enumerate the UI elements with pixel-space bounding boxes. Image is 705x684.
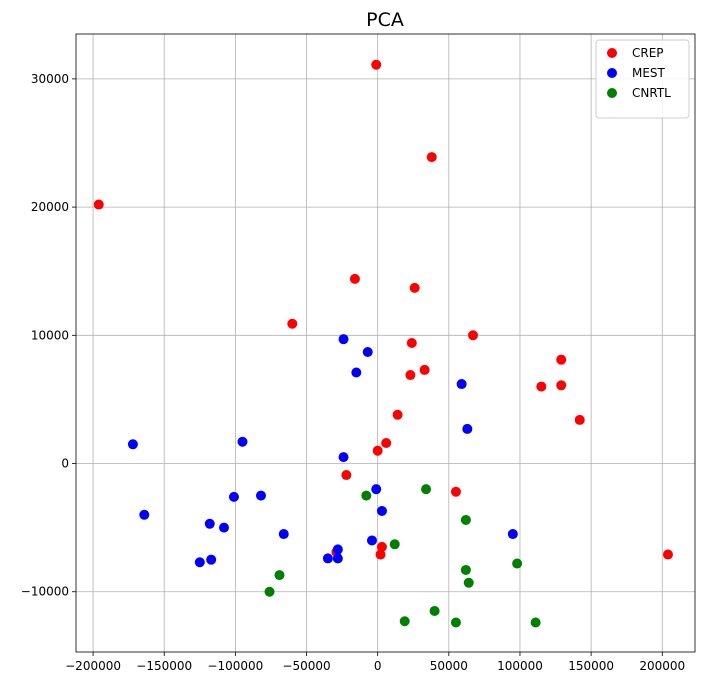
data-point-crep [468, 330, 479, 341]
data-point-crep [409, 282, 420, 293]
data-point-crep [381, 438, 392, 449]
data-point-crep [405, 370, 416, 381]
data-point-cnrtl [530, 617, 541, 628]
data-point-crep [375, 549, 386, 560]
data-point-crep [556, 354, 567, 365]
legend-marker-crep [607, 48, 617, 58]
y-tick-label: 0 [61, 457, 69, 471]
data-point-cnrtl [274, 570, 285, 581]
data-point-crep [450, 486, 461, 497]
data-point-crep [556, 380, 567, 391]
data-point-mest [456, 379, 467, 390]
data-point-cnrtl [460, 564, 471, 575]
data-point-crep [376, 541, 387, 552]
data-point-cnrtl [264, 586, 275, 597]
data-point-mest [362, 346, 373, 357]
data-point-mest [322, 553, 333, 564]
y-tick-label: 10000 [31, 328, 69, 342]
data-point-mest [332, 553, 343, 564]
data-point-crep [419, 364, 430, 375]
data-point-cnrtl [450, 617, 461, 628]
x-tick-label: 200000 [639, 659, 685, 673]
data-point-cnrtl [512, 558, 523, 569]
data-point-mest [507, 529, 518, 540]
data-point-mest [332, 544, 343, 555]
data-point-crep [392, 409, 403, 420]
chart-title: PCA [366, 9, 404, 31]
grid-lines [76, 34, 695, 652]
x-tick-label: −200000 [65, 659, 121, 673]
x-tick-label: 0 [374, 659, 382, 673]
legend-marker-mest [607, 68, 617, 78]
data-point-mest [338, 334, 349, 345]
data-point-crep [371, 59, 382, 70]
data-point-cnrtl [429, 605, 440, 616]
data-point-mest [127, 439, 138, 450]
x-tick-label: 150000 [568, 659, 614, 673]
data-point-crep [406, 338, 417, 348]
x-tick-label: −50000 [282, 659, 330, 673]
data-point-cnrtl [421, 484, 432, 495]
data-point-mest [351, 367, 362, 378]
data-point-crep [93, 199, 104, 210]
data-point-crep [574, 414, 585, 425]
data-point-cnrtl [361, 490, 372, 501]
data-point-mest [338, 452, 349, 463]
legend-label-cnrtl: CNRTL [632, 86, 671, 100]
legend-box [595, 39, 690, 119]
data-point-crep [426, 152, 437, 163]
data-point-mest [228, 491, 239, 502]
data-point-mest [255, 490, 266, 501]
x-tick-label: −100000 [207, 659, 263, 673]
data-point-crep [349, 273, 360, 284]
data-point-cnrtl [389, 539, 400, 550]
x-tick-label: 100000 [497, 659, 543, 673]
data-point-mest [194, 557, 205, 568]
data-point-cnrtl [463, 577, 474, 588]
y-tick-label: 30000 [31, 72, 69, 86]
data-point-mest [366, 535, 377, 546]
data-point-mest [139, 509, 150, 520]
x-tick-label: 50000 [430, 659, 468, 673]
data-point-mest [371, 484, 382, 495]
axes: −200000 −150000 −100000 −50000 0 50000 100000 1… [21, 33, 696, 673]
plot-frame [75, 33, 696, 653]
data-point-mest [204, 518, 215, 529]
legend-label-mest: MEST [632, 66, 666, 80]
data-point-crep [662, 549, 673, 560]
data-point-mest [376, 505, 387, 516]
y-tick-label: 20000 [31, 200, 69, 214]
y-tick-label: −10000 [21, 585, 69, 599]
data-point-cnrtl [399, 616, 410, 627]
data-point-crep [341, 470, 352, 481]
legend-label-crep: CREP [632, 46, 664, 60]
data-point-crep [536, 381, 547, 392]
data-point-crep [372, 445, 383, 456]
data-point-mest [278, 529, 289, 540]
data-point-cnrtl [460, 514, 471, 525]
data-point-mest [237, 436, 248, 447]
legend-marker-cnrtl [607, 88, 617, 98]
data-point-crep [287, 318, 298, 329]
data-points [93, 59, 673, 628]
x-tick-label: −150000 [136, 659, 192, 673]
data-point-mest [218, 522, 229, 533]
data-point-mest [462, 423, 473, 434]
legend: CREP MEST CNRTL [595, 39, 690, 119]
data-point-mest [206, 554, 217, 565]
